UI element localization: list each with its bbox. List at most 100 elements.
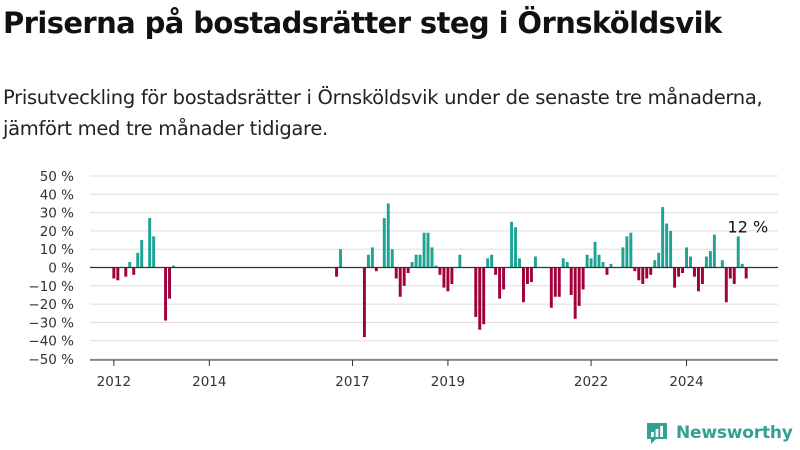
bar — [637, 267, 641, 281]
bar — [152, 236, 156, 268]
bar — [410, 262, 414, 268]
y-tick-label: −40 % — [28, 334, 74, 350]
bar — [518, 258, 521, 268]
bar — [474, 267, 478, 317]
bar — [438, 267, 442, 275]
bar — [649, 267, 653, 275]
bar — [458, 254, 462, 268]
bar — [565, 262, 569, 268]
x-tick-label: 2024 — [669, 374, 703, 390]
bar — [689, 256, 692, 268]
bar — [136, 252, 140, 268]
x-tick-label: 2017 — [335, 374, 369, 390]
bar — [430, 247, 434, 268]
bar — [374, 267, 378, 272]
bar — [116, 267, 120, 281]
bar — [597, 254, 601, 268]
bar — [720, 260, 724, 268]
chart-title: Priserna på bostadsrätter steg i Örnsköl… — [3, 6, 722, 40]
y-tick-label: −20 % — [28, 297, 74, 313]
bar — [398, 267, 402, 297]
y-tick-label: −50 % — [28, 352, 74, 368]
x-tick-label: 2022 — [574, 374, 608, 390]
y-tick-label: −30 % — [28, 315, 74, 331]
bar — [653, 260, 657, 268]
bar — [124, 267, 128, 277]
bar — [696, 267, 700, 292]
bar — [581, 267, 585, 290]
y-tick-label: 20 % — [40, 224, 74, 240]
bar — [661, 207, 665, 268]
bar — [128, 262, 132, 268]
chart-subtitle: Prisutveckling för bostadsrätter i Örnsk… — [3, 86, 763, 140]
y-tick-label: −10 % — [28, 279, 74, 295]
x-tick-label: 2012 — [97, 374, 131, 390]
bar — [589, 258, 593, 268]
bar — [673, 267, 677, 288]
x-tick-label: 2014 — [192, 374, 226, 390]
bar — [704, 256, 708, 268]
bar — [677, 267, 681, 277]
bar — [382, 218, 386, 268]
bar — [494, 267, 498, 275]
bar — [700, 267, 704, 284]
bar — [510, 221, 514, 268]
bars — [112, 203, 748, 338]
bar — [585, 254, 589, 268]
x-axis-ticks: 2012 2014 2017 2019 2022 2024 — [97, 360, 704, 390]
bar — [414, 254, 418, 268]
bar — [533, 256, 537, 268]
bar — [446, 267, 450, 292]
bar — [740, 263, 744, 268]
bar — [164, 267, 168, 321]
bar — [172, 265, 175, 268]
newsworthy-bar-chart-icon — [647, 423, 667, 444]
bar — [736, 236, 740, 268]
bar — [724, 267, 728, 303]
bar — [362, 267, 366, 338]
bar — [525, 267, 529, 284]
bar — [418, 254, 422, 268]
bar — [629, 232, 633, 268]
bar — [569, 267, 573, 295]
bar — [434, 265, 438, 268]
latest-value-annotation: 12 % — [728, 218, 769, 237]
bar — [386, 203, 390, 268]
x-tick-label: 2019 — [431, 374, 465, 390]
bar — [450, 267, 454, 284]
bar — [514, 227, 517, 268]
bar — [522, 267, 525, 303]
bar — [577, 267, 581, 306]
bar — [728, 267, 732, 279]
bar — [621, 247, 625, 268]
bar — [406, 267, 410, 273]
bar — [557, 267, 561, 297]
y-tick-label: 0 % — [48, 261, 74, 277]
brand-name: Newsworthy — [676, 423, 793, 443]
bar — [482, 267, 486, 325]
bar — [549, 267, 553, 308]
bar — [665, 223, 669, 268]
y-tick-label: 10 % — [40, 242, 74, 258]
bar — [681, 267, 685, 273]
bar — [335, 267, 339, 277]
bar — [339, 249, 343, 268]
bar — [366, 254, 370, 268]
bar — [490, 254, 494, 268]
bar — [498, 267, 502, 299]
bar — [685, 247, 688, 268]
bar — [633, 267, 637, 272]
bar — [370, 247, 374, 268]
bar — [140, 240, 144, 268]
bar — [605, 267, 609, 275]
bar — [168, 267, 172, 299]
bar — [112, 267, 116, 279]
bar — [657, 252, 661, 268]
bar — [693, 267, 696, 277]
bar — [645, 267, 649, 279]
bar — [422, 232, 426, 268]
y-tick-label: 40 % — [40, 187, 74, 203]
y-tick-label: 30 % — [40, 206, 74, 222]
bar — [148, 218, 152, 268]
